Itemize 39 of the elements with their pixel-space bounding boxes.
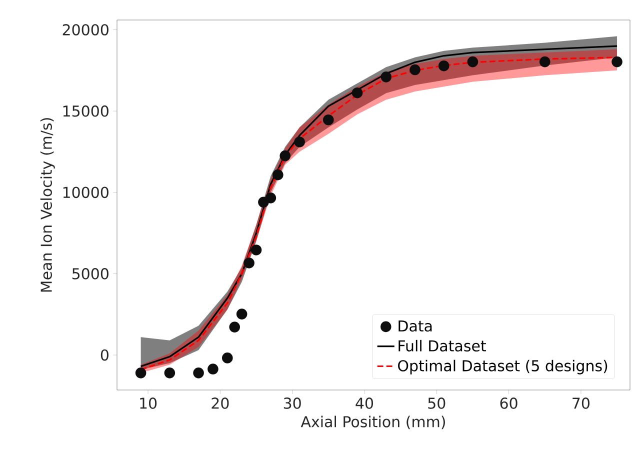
y-tick-label: 20000 <box>62 24 108 36</box>
point <box>222 352 233 364</box>
x-tick-label: 10 <box>140 398 157 409</box>
x-tick-label: 50 <box>428 398 446 409</box>
y-tick-label: 5000 <box>72 268 108 280</box>
x-axis-title: Axial Position (mm) <box>300 416 445 430</box>
point <box>135 368 146 378</box>
y-tick-label: 15000 <box>63 105 108 117</box>
point <box>294 136 305 148</box>
point <box>236 308 248 320</box>
y-tick-label: 10000 <box>63 186 108 198</box>
point <box>539 56 550 68</box>
legend-label: Full Dataset <box>398 340 486 352</box>
x-tick-label: 30 <box>284 398 301 409</box>
legend-label: Optimal Dataset (5 designs) <box>398 360 608 374</box>
point <box>229 322 240 332</box>
point <box>323 114 334 126</box>
x-tick-label: 40 <box>356 398 374 409</box>
point <box>467 56 478 68</box>
point <box>352 87 363 98</box>
y-axis-title: Mean Ion Velocity (m/s) <box>40 118 55 292</box>
point <box>208 364 218 374</box>
point <box>265 192 276 204</box>
x-tick-label: 20 <box>212 398 229 409</box>
point <box>244 258 254 268</box>
point <box>438 60 450 72</box>
y-tick-label: 0 <box>100 349 108 361</box>
point <box>280 150 291 162</box>
point <box>380 72 392 82</box>
point <box>164 368 176 378</box>
point <box>410 64 420 76</box>
legend-label: Data <box>398 320 432 332</box>
x-tick-label: 60 <box>500 398 518 409</box>
point <box>250 244 262 256</box>
point <box>272 169 284 180</box>
point <box>612 56 622 68</box>
point <box>258 196 269 208</box>
point <box>193 368 204 378</box>
x-tick-label: 70 <box>572 398 590 409</box>
